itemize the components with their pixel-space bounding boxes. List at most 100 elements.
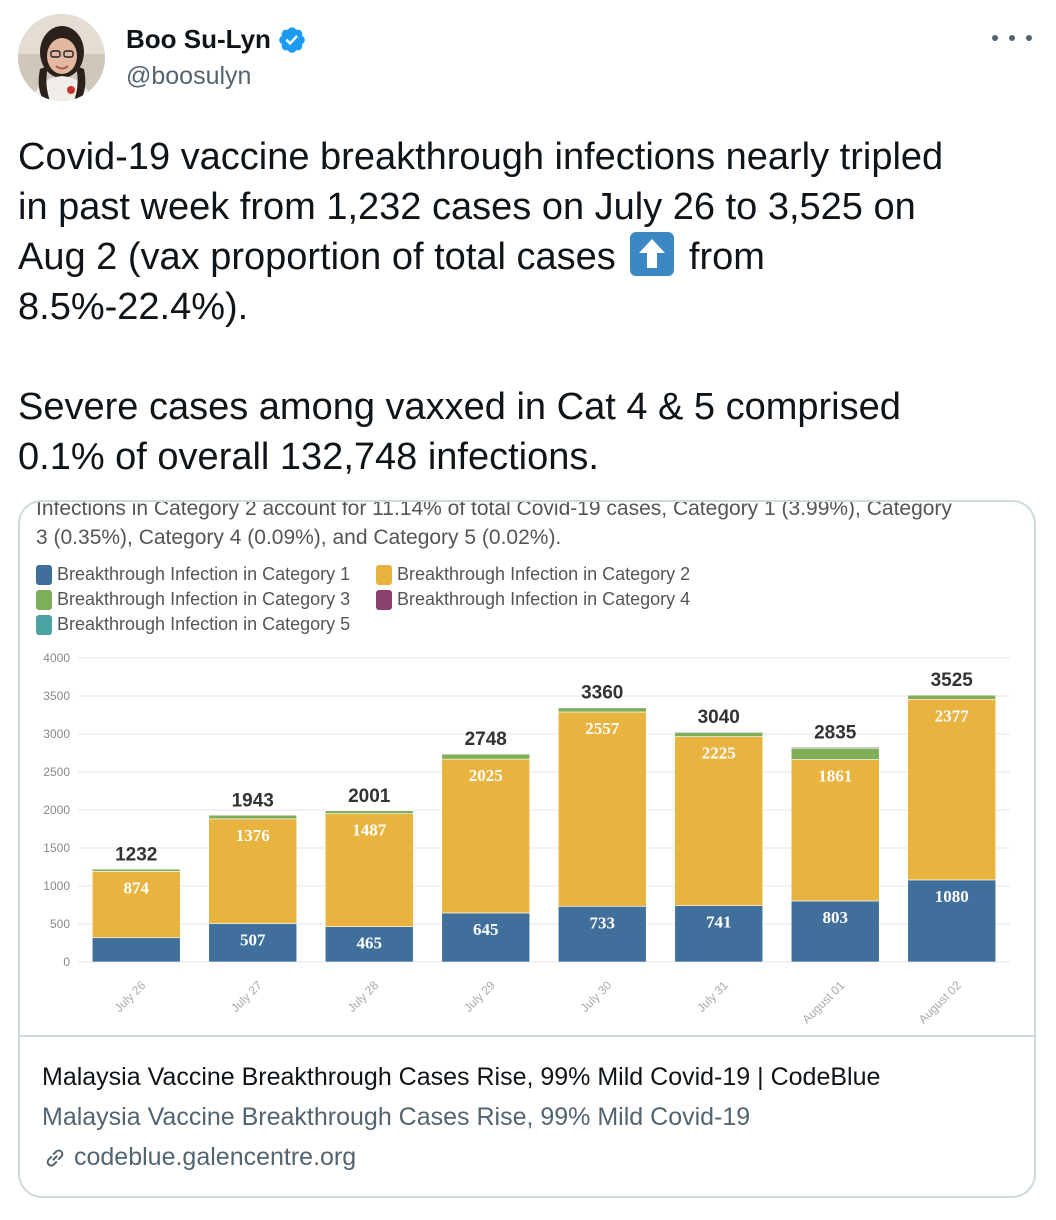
author-handle[interactable]: @boosulyn: [126, 62, 252, 90]
x-tick-label: July 28: [345, 978, 382, 1015]
bar-segment: [91, 868, 181, 870]
bar-segment: [324, 809, 414, 811]
link-card[interactable]: Infections in Category 2 account for 11.…: [18, 500, 1036, 1198]
bar-segment: [790, 747, 880, 760]
legend-item: Breakthrough Infection in Category 2: [376, 564, 690, 585]
legend-item: Breakthrough Infection in Category 1: [36, 564, 350, 585]
x-tick-label: July 27: [228, 978, 265, 1015]
bar-total-label: 2835: [814, 723, 857, 744]
legend-item: Breakthrough Infection in Category 3: [36, 589, 350, 610]
card-title[interactable]: Malaysia Vaccine Breakthrough Cases Rise…: [42, 1063, 881, 1091]
y-tick-label: 0: [63, 955, 70, 969]
legend-item: Breakthrough Infection in Category 5: [36, 614, 350, 635]
legend-label: Breakthrough Infection in Category 3: [57, 589, 351, 609]
chart-description: Infections in Category 2 account for 11.…: [36, 502, 1026, 552]
legend-swatch: [376, 564, 392, 585]
x-tick-label: July 31: [694, 978, 731, 1015]
bar-segment: [208, 923, 298, 963]
bar-segment: [674, 732, 764, 737]
bar-segment: [208, 818, 298, 924]
card-subtitle[interactable]: Malaysia Vaccine Breakthrough Cases Rise…: [42, 1103, 751, 1131]
bar-segment: [790, 900, 880, 963]
bar-segment: [907, 879, 997, 963]
bar-total-label: 1232: [115, 844, 157, 865]
avatar-image: [18, 14, 105, 101]
bar-data-label: 874: [124, 878, 150, 897]
bar-segment: [324, 813, 414, 927]
bar-segment: [324, 810, 414, 814]
legend-swatch: [36, 564, 52, 585]
tweet-line-part: from: [688, 236, 765, 278]
bar-segment: [674, 905, 764, 963]
bar-segment: [907, 698, 997, 881]
card-media-chart[interactable]: Infections in Category 2 account for 11.…: [20, 502, 1034, 1037]
x-tick-label: July 29: [461, 978, 498, 1015]
x-tick-label: July 30: [578, 978, 615, 1015]
card-domain[interactable]: codeblue.galencentre.org: [42, 1143, 356, 1172]
tweet-line: Covid-19 vaccine breakthrough infections…: [18, 136, 944, 178]
bar-total-label: 3360: [581, 683, 623, 704]
legend-item: Breakthrough Infection in Category 4: [376, 589, 690, 610]
bar-data-label: 2225: [702, 744, 736, 763]
y-tick-label: 4000: [43, 651, 70, 665]
chart-description-line: Infections in Category 2 account for 11.…: [36, 502, 952, 520]
y-tick-label: 3000: [43, 727, 70, 741]
verified-badge-icon: [279, 26, 305, 53]
bar-segment: [907, 694, 997, 700]
tweet-line: Aug 2 (vax proportion of total cases fro…: [18, 232, 1038, 282]
more-options-button[interactable]: [992, 28, 1032, 48]
author-name-row[interactable]: Boo Su-Lyn: [126, 24, 307, 55]
more-dot-icon: [1026, 35, 1032, 41]
bar-segment: [441, 912, 531, 963]
bar-total-label: 3040: [698, 707, 740, 728]
tweet-line: Severe cases among vaxxed in Cat 4 & 5 c…: [18, 386, 901, 428]
bar-segment: [674, 730, 764, 732]
bar-data-label: 733: [590, 913, 616, 932]
more-dot-icon: [992, 35, 998, 41]
bar-total-label: 1943: [232, 790, 274, 811]
bar-segment: [557, 711, 647, 907]
bar-total-label: 3525: [931, 670, 974, 691]
legend-label: Breakthrough Infection in Category 2: [397, 564, 691, 584]
display-name[interactable]: Boo Su-Lyn: [126, 24, 271, 54]
tweet-line-part: Aug 2 (vax proportion of total cases: [18, 236, 616, 278]
bar-data-label: 465: [357, 934, 383, 953]
y-tick-label: 500: [50, 917, 70, 931]
tweet-text: Covid-19 vaccine breakthrough infections…: [18, 132, 1038, 482]
bar-total-label: 2748: [465, 729, 507, 750]
bar-data-label: 2377: [935, 706, 970, 725]
bar-segment: [441, 752, 531, 754]
chart-description-line: 3 (0.35%), Category 4 (0.09%), and Categ…: [36, 526, 562, 549]
y-tick-label: 3500: [43, 689, 70, 703]
bar-segment: [208, 814, 298, 820]
bar-data-label: 1080: [935, 887, 969, 906]
bar-data-label: 803: [823, 908, 849, 927]
bar-data-label: 507: [240, 930, 266, 949]
bar-data-label: 1487: [352, 821, 387, 840]
card-domain-text[interactable]: codeblue.galencentre.org: [74, 1143, 357, 1171]
avatar[interactable]: [18, 14, 105, 101]
legend-swatch: [36, 589, 52, 610]
bar-data-label: 741: [706, 913, 732, 932]
bar-segment: [790, 746, 880, 748]
bar-segment: [557, 707, 647, 713]
x-tick-label: August 01: [799, 978, 847, 1026]
bar-segment: [208, 814, 298, 816]
up-arrow-emoji-icon: [630, 232, 675, 276]
bar-segment: [790, 759, 880, 902]
bar-segment: [324, 926, 414, 963]
card-info[interactable]: Malaysia Vaccine Breakthrough Cases Rise…: [20, 1039, 1034, 1196]
bar-segment: [557, 706, 647, 708]
legend-swatch: [376, 589, 392, 610]
bar-segment: [441, 758, 531, 914]
bar-total-label: 2001: [348, 786, 391, 807]
stacked-bar-chart: 0 500 1000 1500 2000 2500 3000 3500 4000 874 1232 J…: [43, 651, 1010, 1026]
legend-label: Breakthrough Infection in Category 5: [57, 614, 351, 634]
legend-label: Breakthrough Infection in Category 1: [57, 564, 351, 584]
more-dot-icon: [1009, 35, 1015, 41]
y-tick-label: 1500: [43, 841, 70, 855]
y-tick-label: 2000: [43, 803, 70, 817]
tweet-line: 0.1% of overall 132,748 infections.: [18, 436, 599, 478]
bar-segment: [91, 937, 181, 963]
tweet-line: 8.5%-22.4%).: [18, 286, 249, 328]
